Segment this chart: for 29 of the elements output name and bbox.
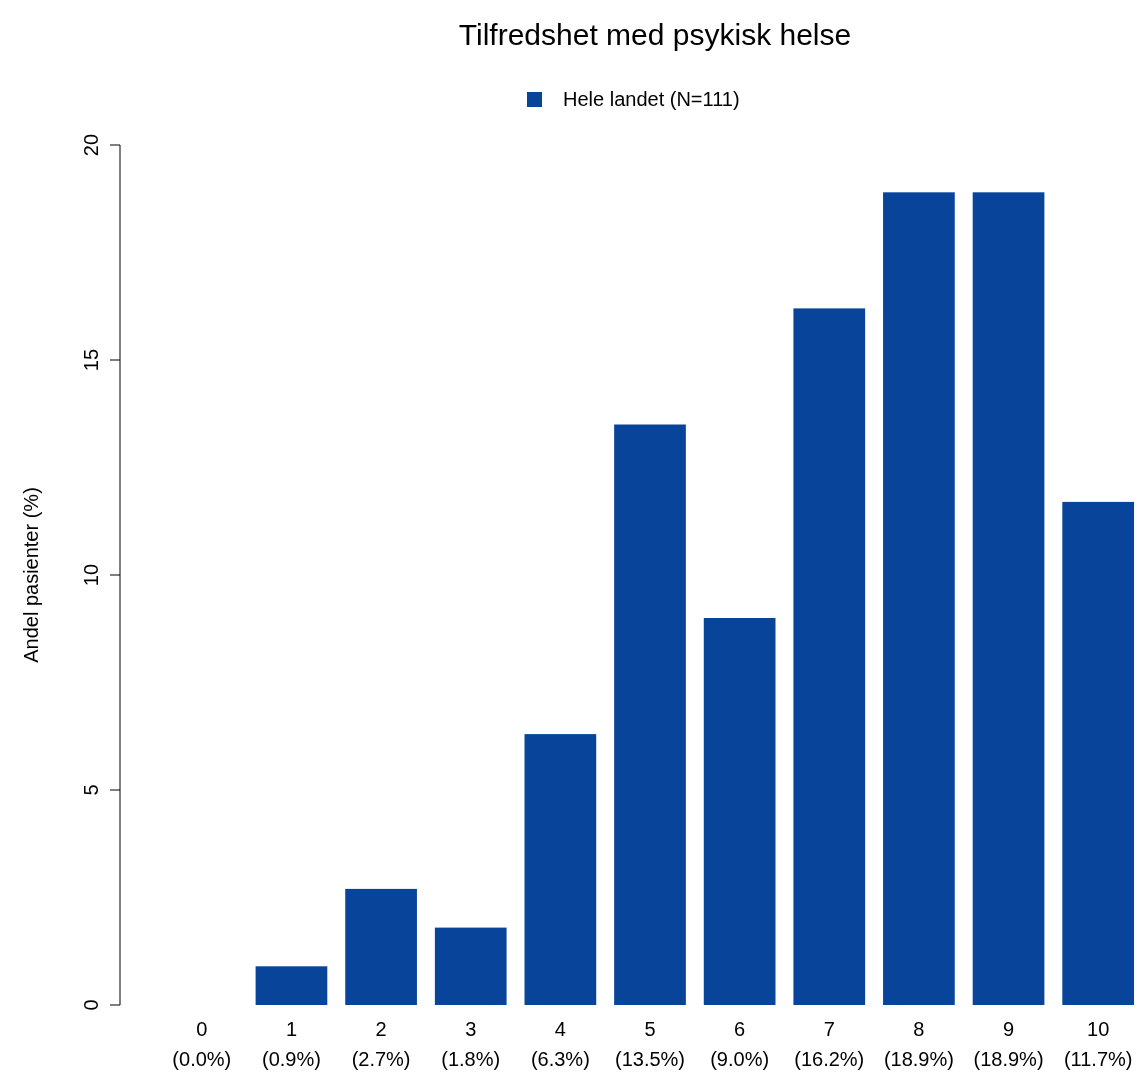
- bar: [1062, 501, 1135, 1005]
- x-tick-label: 0 (0.0%): [172, 1018, 232, 1070]
- bar: [345, 888, 417, 1005]
- x-tick-label: 7 (16.2%): [794, 1018, 865, 1070]
- x-tick-label: 4 (6.3%): [530, 1018, 590, 1070]
- x-tick-label: 3 (1.8%): [441, 1018, 501, 1070]
- y-tick-label: 5: [80, 784, 102, 796]
- legend-label: Hele landet (N=111): [563, 88, 740, 110]
- y-axis-title: Andel pasienter (%): [20, 487, 42, 663]
- x-tick-label: 2 (2.7%): [351, 1018, 411, 1070]
- bar: [614, 424, 686, 1005]
- y-tick-label: 10: [80, 563, 102, 587]
- bar: [524, 734, 597, 1005]
- y-tick-label: 20: [80, 133, 102, 157]
- x-tick-label: 6 (9.0%): [710, 1018, 770, 1070]
- y-tick-label: 15: [80, 348, 102, 372]
- x-tick-label: 1 (0.9%): [262, 1018, 321, 1070]
- x-tick-label: 8 (18.9%): [883, 1018, 954, 1070]
- bar: [255, 966, 328, 1005]
- bar: [793, 308, 866, 1005]
- bar: [434, 927, 507, 1005]
- x-tick-label: 10 (11.7%): [1063, 1018, 1133, 1070]
- x-tick-label: 5 (13.5%): [614, 1018, 686, 1070]
- bar: [972, 192, 1045, 1005]
- bar: [883, 192, 955, 1005]
- bar: [703, 618, 776, 1005]
- y-tick-label: 0: [80, 999, 102, 1011]
- x-tick-label: 9 (18.9%): [973, 1018, 1044, 1070]
- chart-title: Tilfredshet med psykisk helse: [458, 18, 852, 51]
